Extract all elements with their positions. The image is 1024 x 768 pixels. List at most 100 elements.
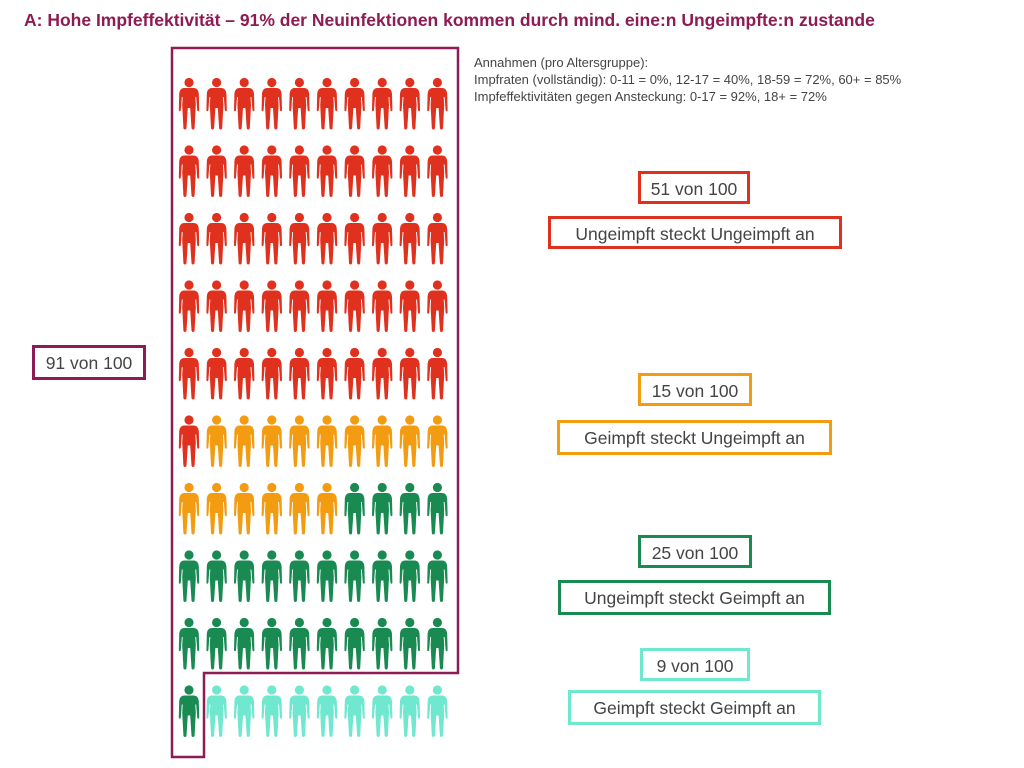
person-icon-geimpft-geimpft [261,685,282,737]
person-icon-geimpft-ungeimpft [178,482,200,535]
person-icon-ungeimpft-geimpft [178,550,200,602]
person-icon-ungeimpft-ungeimpft [206,145,227,197]
person-icon-ungeimpft-geimpft [178,617,200,670]
person-icon-ungeimpft-ungeimpft [427,280,448,332]
person-icon-ungeimpft-geimpft [399,617,420,670]
person-icon-ungeimpft-ungeimpft [206,77,227,130]
person-icon-ungeimpft-geimpft [427,617,448,670]
person-icon-ungeimpft-geimpft [206,617,227,670]
person-icon-ungeimpft-geimpft [261,617,282,670]
person-icon-ungeimpft-ungeimpft [261,77,282,130]
person-icon-ungeimpft-geimpft [206,550,227,602]
assumptions-note: Annahmen (pro Altersgruppe): Impfraten (… [474,54,901,105]
person-icon-ungeimpft-ungeimpft [206,212,227,265]
person-icon-ungeimpft-geimpft [372,482,393,535]
person-icon-geimpft-ungeimpft [372,415,393,467]
person-icon-ungeimpft-geimpft [316,550,338,602]
person-icon-ungeimpft-ungeimpft [289,280,310,332]
person-icon-ungeimpft-ungeimpft [178,77,200,130]
person-icon-ungeimpft-ungeimpft [344,280,365,332]
person-icon-ungeimpft-ungeimpft [261,347,282,400]
person-icon-ungeimpft-ungeimpft [316,212,338,265]
person-icon-ungeimpft-ungeimpft [372,212,393,265]
person-icon-ungeimpft-ungeimpft [399,280,420,332]
group-geimpft-geimpft-count: 9 von 100 [640,648,750,681]
person-icon-ungeimpft-ungeimpft [234,347,255,400]
person-icon-geimpft-ungeimpft [399,415,420,467]
person-icon-ungeimpft-ungeimpft [344,77,365,130]
person-icon-ungeimpft-ungeimpft [234,212,255,265]
person-icon-geimpft-ungeimpft [427,415,448,467]
people-grid [178,77,448,737]
person-icon-ungeimpft-ungeimpft [399,212,420,265]
person-icon-ungeimpft-ungeimpft [289,212,310,265]
assumptions-vaccination-rates: Impfraten (vollständig): 0-11 = 0%, 12-1… [474,72,902,87]
person-icon-ungeimpft-ungeimpft [316,145,338,197]
unvaccinated-involved-outline [170,46,460,759]
person-icon-ungeimpft-ungeimpft [427,145,448,197]
person-icon-ungeimpft-ungeimpft [234,145,255,197]
group-ungeimpft-geimpft-count: 25 von 100 [638,535,752,568]
person-icon-ungeimpft-ungeimpft [399,347,420,400]
person-icon-ungeimpft-ungeimpft [316,77,338,130]
chart-title: A: Hohe Impfeffektivität – 91% der Neuin… [24,10,875,30]
person-icon-geimpft-geimpft [399,685,420,737]
person-icon-ungeimpft-ungeimpft [344,212,365,265]
person-icon-ungeimpft-ungeimpft [372,280,393,332]
person-icon-ungeimpft-ungeimpft [372,347,393,400]
person-icon-ungeimpft-ungeimpft [261,212,282,265]
person-icon-geimpft-geimpft [427,685,448,737]
person-icon-geimpft-ungeimpft [234,482,255,535]
person-icon-ungeimpft-geimpft [427,550,448,602]
person-icon-ungeimpft-ungeimpft [289,145,310,197]
group-ungeimpft-ungeimpft-count: 51 von 100 [638,171,750,204]
group-ungeimpft-geimpft-label: Ungeimpft steckt Geimpft an [558,580,831,615]
person-icon-ungeimpft-ungeimpft [399,77,420,130]
person-icon-ungeimpft-ungeimpft [344,145,365,197]
group-geimpft-ungeimpft-count: 15 von 100 [638,373,752,406]
person-icon-ungeimpft-geimpft [261,550,282,602]
person-icon-ungeimpft-geimpft [344,617,365,670]
person-icon-ungeimpft-ungeimpft [372,145,393,197]
person-icon-ungeimpft-geimpft [289,617,310,670]
person-icon-ungeimpft-ungeimpft [178,347,200,400]
person-icon-ungeimpft-ungeimpft [178,145,200,197]
person-icon-geimpft-geimpft [316,685,338,737]
person-icon-ungeimpft-geimpft [399,482,420,535]
person-icon-ungeimpft-geimpft [427,482,448,535]
person-icon-ungeimpft-ungeimpft [289,347,310,400]
person-icon-ungeimpft-geimpft [234,550,255,602]
person-icon-geimpft-ungeimpft [206,415,227,467]
person-icon-geimpft-geimpft [234,685,255,737]
person-icon-ungeimpft-ungeimpft [178,280,200,332]
person-icon-ungeimpft-ungeimpft [261,280,282,332]
person-icon-geimpft-ungeimpft [289,415,310,467]
person-icon-geimpft-ungeimpft [261,415,282,467]
group-ungeimpft-ungeimpft-label: Ungeimpft steckt Ungeimpft an [548,216,842,249]
person-icon-ungeimpft-geimpft [399,550,420,602]
person-icon-ungeimpft-ungeimpft [344,347,365,400]
person-icon-ungeimpft-geimpft [289,550,310,602]
person-icon-ungeimpft-ungeimpft [206,347,227,400]
person-icon-ungeimpft-geimpft [344,550,365,602]
person-icon-ungeimpft-geimpft [344,482,365,535]
person-icon-geimpft-geimpft [372,685,393,737]
person-icon-ungeimpft-ungeimpft [206,280,227,332]
person-icon-ungeimpft-ungeimpft [316,347,338,400]
person-icon-ungeimpft-ungeimpft [427,77,448,130]
person-icon-geimpft-geimpft [344,685,365,737]
person-icon-ungeimpft-ungeimpft [261,145,282,197]
person-icon-ungeimpft-ungeimpft [178,415,200,467]
person-icon-geimpft-ungeimpft [316,415,338,467]
person-icon-geimpft-geimpft [289,685,310,737]
person-icon-ungeimpft-geimpft [316,617,338,670]
person-icon-ungeimpft-ungeimpft [316,280,338,332]
person-icon-ungeimpft-ungeimpft [234,280,255,332]
person-icon-ungeimpft-geimpft [372,617,393,670]
person-icon-ungeimpft-ungeimpft [289,77,310,130]
assumptions-effectiveness: Impfeffektivitäten gegen Ansteckung: 0-1… [474,89,827,104]
person-icon-ungeimpft-ungeimpft [178,212,200,265]
person-icon-geimpft-ungeimpft [289,482,310,535]
group-geimpft-ungeimpft-label: Geimpft steckt Ungeimpft an [557,420,832,455]
